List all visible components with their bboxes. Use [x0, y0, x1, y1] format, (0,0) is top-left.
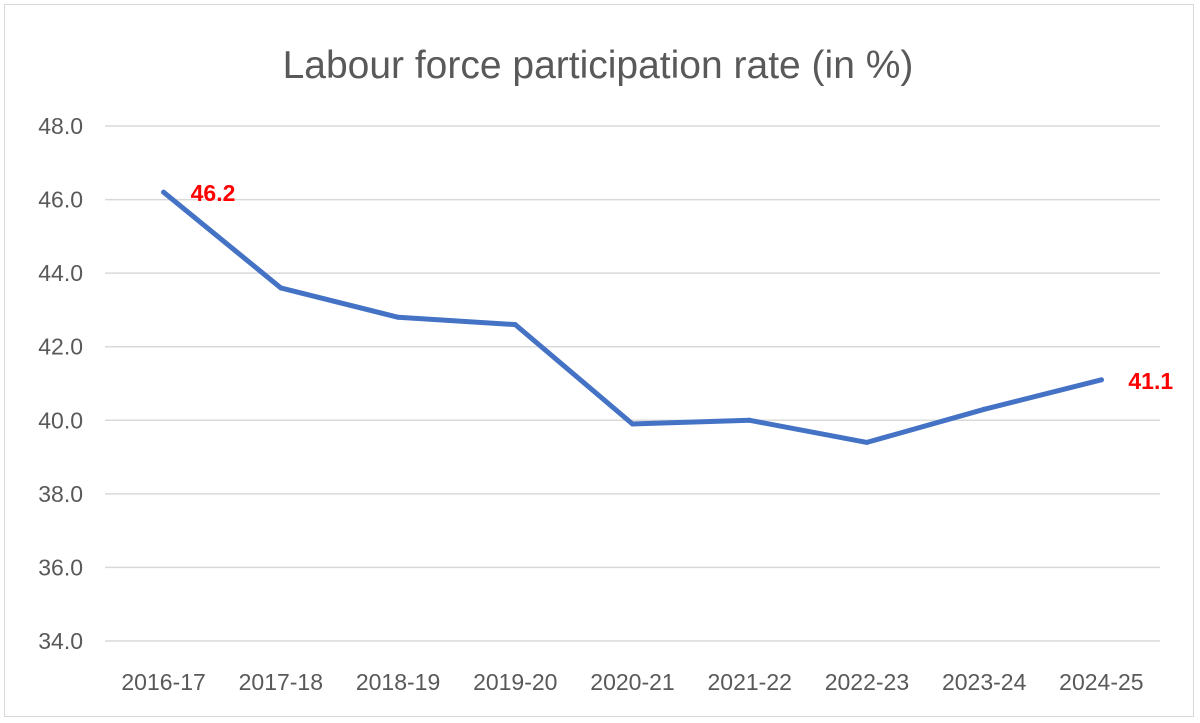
data-point — [161, 189, 167, 195]
data-point — [1098, 377, 1104, 383]
x-tick-label: 2024-25 — [1059, 669, 1143, 695]
x-tick-label: 2021-22 — [708, 669, 792, 695]
series-line — [161, 189, 1104, 445]
y-tick-label: 40.0 — [38, 407, 83, 433]
y-axis-ticks: 34.0 36.0 38.0 40.0 42.0 44.0 46.0 48.0 — [38, 113, 83, 654]
x-axis-ticks: 2016-17 2017-18 2018-19 2019-20 2020-21 2021-… — [121, 669, 1143, 695]
data-point — [278, 285, 284, 291]
x-tick-label: 2019-20 — [473, 669, 557, 695]
line-chart: Labour force participation rate (in %) 3… — [38, 44, 1174, 695]
y-tick-label: 42.0 — [38, 334, 83, 360]
data-point — [395, 314, 401, 320]
data-point — [981, 406, 987, 412]
x-tick-label: 2022-23 — [825, 669, 909, 695]
chart-frame: Labour force participation rate (in %) 3… — [4, 4, 1194, 717]
x-tick-label: 2018-19 — [356, 669, 440, 695]
y-tick-label: 34.0 — [38, 628, 83, 654]
data-label: 46.2 — [191, 180, 236, 206]
x-tick-label: 2016-17 — [121, 669, 205, 695]
y-tick-label: 46.0 — [38, 187, 83, 213]
y-tick-label: 44.0 — [38, 260, 83, 286]
y-tick-label: 36.0 — [38, 554, 83, 580]
x-tick-label: 2017-18 — [239, 669, 323, 695]
chart-title: Labour force participation rate (in %) — [283, 44, 914, 87]
data-point — [864, 439, 870, 445]
x-tick-label: 2023-24 — [942, 669, 1027, 695]
data-label: 41.1 — [1128, 368, 1173, 394]
series-layer — [161, 189, 1104, 445]
data-labels: 46.2 41.1 — [191, 180, 1174, 394]
data-point — [747, 417, 753, 423]
y-tick-label: 48.0 — [38, 113, 83, 139]
y-tick-label: 38.0 — [38, 481, 83, 507]
gridlines — [105, 125, 1160, 642]
x-tick-label: 2020-21 — [590, 669, 674, 695]
data-point — [630, 421, 635, 427]
data-point — [512, 322, 518, 328]
